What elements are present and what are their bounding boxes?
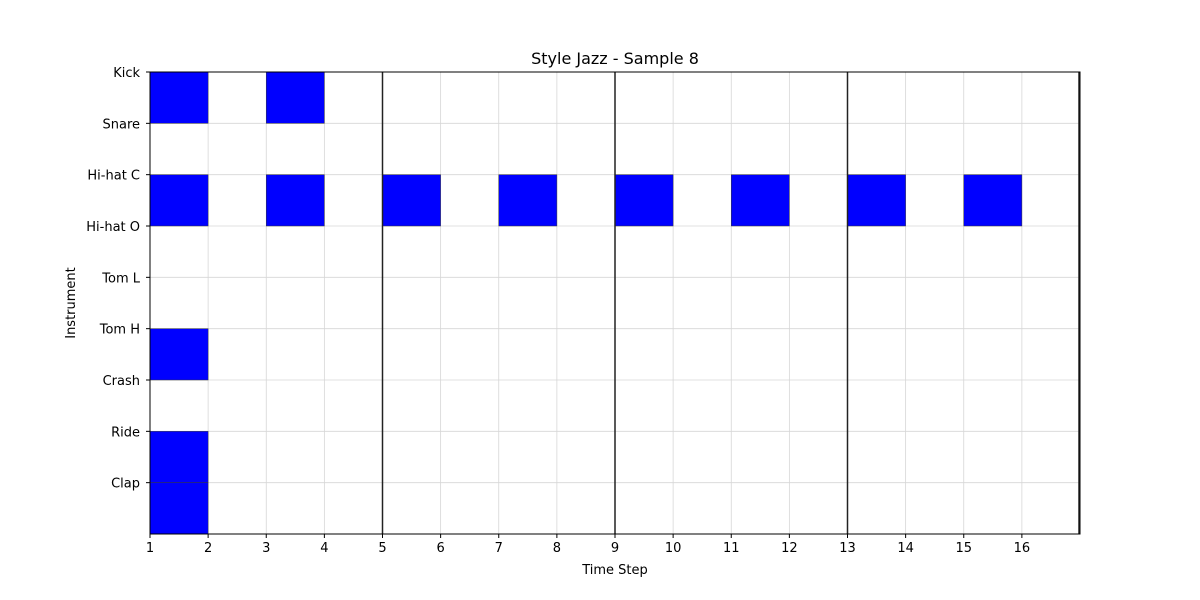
chart-title: Style Jazz - Sample 8 [531, 49, 699, 68]
y-tick-label: Tom L [101, 271, 140, 286]
y-tick-label: Ride [111, 425, 140, 440]
hit-cell [149, 174, 209, 227]
x-tick-label: 3 [262, 541, 270, 556]
x-tick-label: 16 [1014, 541, 1031, 556]
hit-cell [731, 174, 790, 227]
x-tick-label: 1 [146, 541, 154, 556]
y-tick-label: Crash [103, 374, 140, 389]
x-tick-label: 4 [320, 541, 328, 556]
hit-cell [266, 71, 325, 124]
x-axis-label: Time Step [581, 563, 648, 578]
hit-cell [149, 328, 209, 381]
hit-cell [266, 174, 325, 227]
y-ticks-layer: Kick Snare Hi-hat C Hi-hat O Tom L Tom H Crash… [86, 66, 150, 492]
y-tick-label: Tom H [99, 323, 140, 338]
bar-lines-layer [381, 72, 1080, 534]
y-tick-label: Hi-hat C [87, 169, 140, 184]
x-tick-label: 14 [897, 541, 914, 556]
x-tick-label: 6 [436, 541, 444, 556]
x-tick-label: 8 [553, 541, 561, 556]
x-tick-label: 2 [204, 541, 212, 556]
y-tick-label: Clap [111, 477, 140, 492]
x-tick-label: 15 [955, 541, 972, 556]
x-tick-label: 11 [723, 541, 740, 556]
x-tick-label: 12 [781, 541, 798, 556]
hit-cell [963, 174, 1023, 227]
x-tick-label: 5 [378, 541, 386, 556]
hit-cell [149, 482, 209, 535]
y-tick-label: Hi-hat O [86, 220, 140, 235]
x-ticks-layer: 1 2 3 4 5 6 7 8 9 10 11 12 13 14 15 16 [146, 534, 1030, 556]
hit-cell [382, 174, 441, 227]
hit-cell [498, 174, 558, 227]
x-tick-label: 7 [495, 541, 503, 556]
hit-cell [614, 174, 674, 227]
x-tick-label: 10 [665, 541, 682, 556]
x-tick-label: 9 [611, 541, 619, 556]
hit-cell [149, 431, 209, 483]
hits-layer [149, 71, 1023, 535]
y-tick-label: Snare [102, 117, 140, 132]
y-tick-label: Kick [113, 66, 140, 81]
x-tick-label: 13 [839, 541, 856, 556]
hit-cell [847, 174, 906, 227]
y-axis-label: Instrument [64, 267, 79, 339]
hit-cell [149, 71, 209, 124]
